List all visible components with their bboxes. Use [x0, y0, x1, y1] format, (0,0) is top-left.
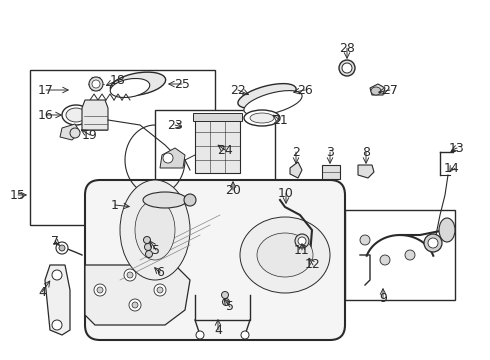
Circle shape — [196, 331, 204, 339]
Circle shape — [97, 287, 103, 293]
Circle shape — [163, 153, 173, 163]
Polygon shape — [160, 148, 185, 168]
Circle shape — [89, 77, 103, 91]
Text: 7: 7 — [51, 234, 59, 248]
Polygon shape — [82, 100, 108, 130]
Circle shape — [92, 80, 100, 88]
Circle shape — [424, 234, 442, 252]
Polygon shape — [290, 162, 302, 178]
Circle shape — [428, 238, 438, 248]
Text: 3: 3 — [326, 145, 334, 158]
Circle shape — [221, 292, 228, 298]
Text: 25: 25 — [174, 77, 190, 90]
Ellipse shape — [371, 87, 381, 95]
Text: 16: 16 — [38, 108, 54, 122]
Polygon shape — [85, 265, 190, 325]
Ellipse shape — [238, 84, 296, 108]
Circle shape — [145, 243, 151, 251]
Text: 23: 23 — [167, 118, 183, 131]
Ellipse shape — [244, 91, 302, 116]
Circle shape — [342, 63, 352, 73]
Ellipse shape — [110, 78, 150, 98]
Circle shape — [222, 298, 229, 306]
Circle shape — [405, 250, 415, 260]
Circle shape — [94, 284, 106, 296]
Circle shape — [157, 287, 163, 293]
Text: 6: 6 — [156, 266, 164, 279]
Circle shape — [380, 255, 390, 265]
Ellipse shape — [240, 217, 330, 293]
Text: 18: 18 — [110, 73, 126, 86]
Text: 9: 9 — [379, 292, 387, 305]
Ellipse shape — [110, 72, 166, 96]
Circle shape — [154, 284, 166, 296]
Ellipse shape — [257, 233, 313, 277]
Circle shape — [144, 237, 150, 243]
Ellipse shape — [120, 180, 190, 280]
Circle shape — [295, 234, 309, 248]
Text: 27: 27 — [382, 84, 398, 96]
Circle shape — [298, 237, 306, 245]
Text: 28: 28 — [339, 41, 355, 54]
Circle shape — [241, 331, 249, 339]
FancyBboxPatch shape — [85, 180, 345, 340]
Circle shape — [127, 272, 133, 278]
Text: 10: 10 — [278, 186, 294, 199]
Bar — [193, 113, 242, 121]
Text: 15: 15 — [10, 189, 26, 202]
Ellipse shape — [66, 108, 86, 122]
Text: 8: 8 — [362, 145, 370, 158]
Polygon shape — [45, 265, 70, 335]
Text: 21: 21 — [272, 113, 288, 126]
Text: 1: 1 — [111, 198, 119, 212]
Text: 26: 26 — [297, 84, 313, 96]
Bar — [195, 118, 240, 173]
Text: 4: 4 — [214, 324, 222, 337]
Text: 22: 22 — [230, 84, 246, 96]
Text: 17: 17 — [38, 84, 54, 96]
Bar — [30, 70, 215, 225]
Circle shape — [146, 251, 152, 257]
Text: 12: 12 — [305, 258, 321, 271]
Circle shape — [184, 194, 196, 206]
Text: 13: 13 — [449, 141, 465, 154]
Text: 2: 2 — [292, 145, 300, 158]
Circle shape — [360, 235, 370, 245]
Circle shape — [124, 269, 136, 281]
Polygon shape — [60, 124, 80, 140]
Text: 20: 20 — [225, 184, 241, 197]
Ellipse shape — [62, 105, 90, 125]
Ellipse shape — [439, 218, 455, 242]
Ellipse shape — [135, 200, 175, 260]
Polygon shape — [370, 84, 385, 95]
Ellipse shape — [143, 192, 187, 208]
Text: 14: 14 — [444, 162, 460, 175]
Text: 24: 24 — [217, 144, 233, 157]
Circle shape — [52, 270, 62, 280]
Text: 4: 4 — [38, 285, 46, 298]
Text: 5: 5 — [152, 243, 160, 257]
Circle shape — [70, 128, 80, 138]
Text: 19: 19 — [82, 129, 98, 141]
Bar — [345, 210, 455, 300]
Polygon shape — [358, 165, 374, 178]
Circle shape — [132, 302, 138, 308]
Circle shape — [56, 242, 68, 254]
Ellipse shape — [244, 110, 280, 126]
Circle shape — [59, 245, 65, 251]
Circle shape — [129, 299, 141, 311]
Ellipse shape — [250, 113, 274, 123]
Bar — [322, 165, 340, 179]
Circle shape — [52, 320, 62, 330]
Text: 11: 11 — [294, 243, 310, 257]
Text: 5: 5 — [226, 301, 234, 314]
Circle shape — [339, 60, 355, 76]
Bar — [155, 110, 275, 190]
